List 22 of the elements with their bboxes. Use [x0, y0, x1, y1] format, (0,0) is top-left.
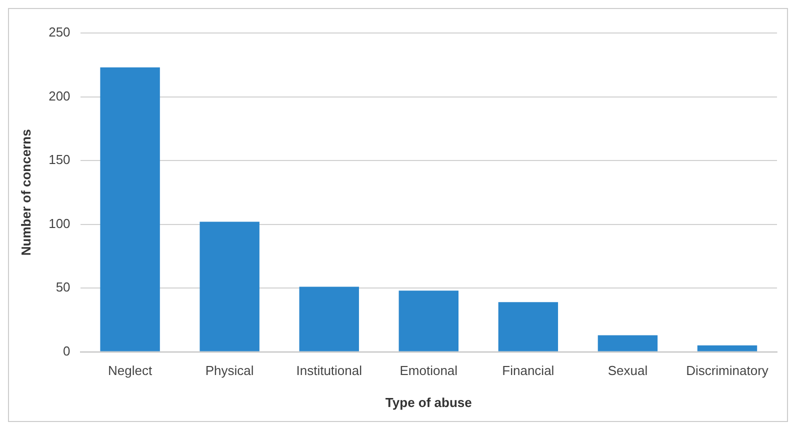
x-tick-label: Sexual	[608, 363, 648, 378]
x-tick-label: Physical	[205, 363, 254, 378]
y-tick-label: 0	[63, 343, 70, 358]
y-tick-label: 250	[48, 24, 70, 40]
bar	[200, 222, 260, 352]
y-tick-label: 100	[48, 216, 70, 231]
y-tick-label: 200	[48, 88, 70, 104]
x-tick-label: Financial	[502, 363, 554, 378]
bar	[100, 67, 160, 352]
x-tick-label: Discriminatory	[686, 363, 769, 378]
bar	[299, 286, 359, 352]
x-tick-label: Institutional	[296, 363, 362, 378]
bar	[697, 345, 758, 352]
x-tick-label: Emotional	[400, 363, 458, 378]
y-tick-label: 50	[56, 280, 70, 295]
y-tick-label: 150	[48, 152, 70, 168]
bar	[598, 335, 658, 352]
x-tick-label: Neglect	[108, 363, 152, 378]
x-axis-title: Type of abuse	[385, 394, 472, 410]
bar	[398, 290, 459, 352]
bar	[498, 302, 558, 352]
y-axis-title: Number of concerns	[18, 129, 34, 256]
